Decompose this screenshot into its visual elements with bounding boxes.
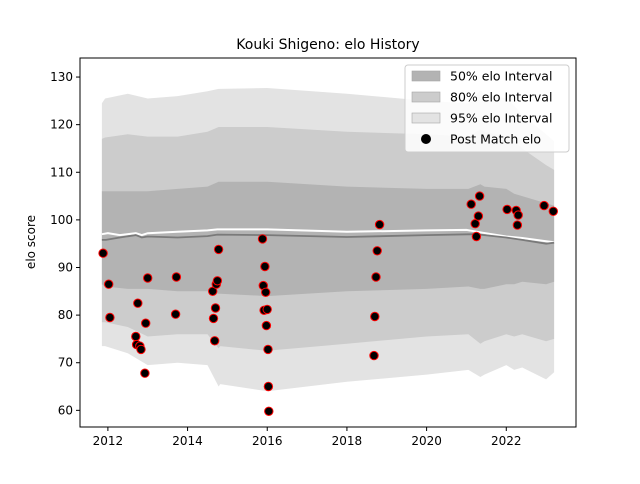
post-match-elo-point bbox=[140, 368, 150, 378]
plot-area bbox=[98, 88, 558, 416]
post-match-elo-point bbox=[502, 204, 512, 215]
x-tick-label: 2016 bbox=[252, 434, 283, 448]
y-tick-label: 100 bbox=[50, 213, 73, 227]
post-match-elo-point bbox=[210, 303, 221, 313]
post-match-elo-point bbox=[257, 234, 268, 244]
x-tick-label: 2012 bbox=[93, 434, 124, 448]
legend-label: 95% elo Interval bbox=[450, 111, 552, 126]
legend-box bbox=[404, 64, 570, 153]
post-match-elo-point bbox=[539, 200, 549, 211]
x-tick-label: 2018 bbox=[332, 434, 363, 448]
legend-label: 80% elo Interval bbox=[450, 90, 552, 105]
post-match-elo-point bbox=[262, 304, 272, 315]
post-match-elo-point bbox=[474, 191, 485, 201]
legend-marker bbox=[421, 134, 431, 144]
y-tick-label: 130 bbox=[50, 70, 73, 84]
post-match-elo-point bbox=[471, 231, 482, 242]
post-match-elo-point bbox=[98, 248, 108, 258]
post-match-elo-point bbox=[131, 331, 141, 342]
post-match-elo-point bbox=[105, 312, 115, 323]
post-match-elo-point bbox=[548, 206, 558, 217]
post-match-elo-point bbox=[260, 261, 270, 272]
post-match-elo-point bbox=[473, 211, 484, 221]
post-match-elo-point bbox=[210, 336, 220, 346]
post-match-elo-point bbox=[370, 311, 380, 322]
x-axis: 2012 2014 2016 2018 2020 2022 bbox=[93, 427, 522, 448]
y-tick-label: 120 bbox=[50, 118, 73, 132]
post-match-elo-point bbox=[261, 287, 271, 297]
legend-label: 50% elo Interval bbox=[450, 69, 552, 84]
post-match-elo-point bbox=[213, 244, 224, 255]
y-axis-label: elo score bbox=[24, 215, 38, 269]
post-match-elo-point bbox=[372, 246, 382, 256]
post-match-elo-point bbox=[170, 309, 181, 319]
legend-label: Post Match elo bbox=[450, 132, 541, 147]
post-match-elo-point bbox=[263, 344, 273, 355]
mean-elo-line bbox=[101, 233, 555, 245]
legend-swatch bbox=[411, 70, 441, 82]
post-match-elo-point bbox=[104, 279, 114, 289]
y-tick-label: 80 bbox=[58, 308, 73, 322]
post-match-elo-point bbox=[263, 381, 274, 392]
post-match-elo-point bbox=[141, 318, 151, 328]
x-tick-label: 2020 bbox=[411, 434, 442, 448]
x-tick-label: 2014 bbox=[172, 434, 203, 448]
band-50-interval bbox=[101, 181, 555, 297]
legend-swatch bbox=[411, 112, 441, 124]
legend: 50% elo Interval 80% elo Interval 95% elo … bbox=[404, 64, 570, 153]
post-match-elo-point bbox=[261, 320, 272, 331]
post-match-elo-point bbox=[143, 273, 153, 283]
y-axis: 60 70 80 90 100 110 120 130 bbox=[50, 70, 80, 417]
post-match-elo-point bbox=[369, 350, 379, 361]
y-tick-label: 70 bbox=[58, 356, 73, 370]
post-match-elo-point bbox=[466, 199, 476, 209]
legend-swatch bbox=[411, 91, 441, 103]
x-tick-label: 2022 bbox=[491, 434, 522, 448]
axes-frame bbox=[79, 57, 577, 428]
post-match-elo-point bbox=[133, 298, 143, 308]
post-match-elo-point bbox=[512, 220, 523, 230]
post-match-elo-point bbox=[208, 313, 219, 324]
upper-elo-line bbox=[101, 228, 555, 244]
post-match-elo-point bbox=[513, 210, 523, 220]
post-match-elo-point bbox=[136, 344, 146, 355]
chart-title: Kouki Shigeno: elo History bbox=[236, 37, 419, 53]
post-match-elo-point bbox=[264, 406, 274, 416]
post-match-elo-point bbox=[171, 272, 182, 282]
y-tick-label: 60 bbox=[58, 403, 73, 417]
y-tick-label: 110 bbox=[50, 165, 73, 179]
post-match-elo-point bbox=[212, 276, 223, 286]
post-match-elo-point bbox=[371, 272, 381, 282]
y-tick-label: 90 bbox=[58, 260, 73, 274]
post-match-elo-point bbox=[374, 219, 385, 230]
